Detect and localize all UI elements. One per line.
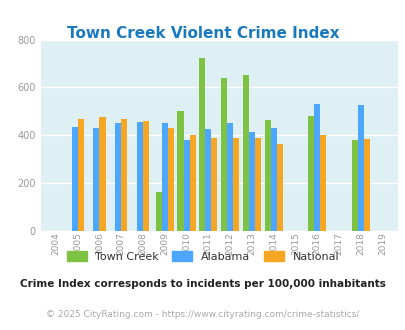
Text: Crime Index corresponds to incidents per 100,000 inhabitants: Crime Index corresponds to incidents per… [20,279,385,289]
Bar [93,128,99,231]
Bar [363,139,369,231]
Text: Town Creek Violent Crime Index: Town Creek Violent Crime Index [66,26,339,41]
Bar [121,118,127,231]
Bar [143,121,149,231]
Bar [205,129,211,231]
Bar [351,140,357,231]
Bar [136,122,143,231]
Bar [199,57,205,231]
Bar [276,144,282,231]
Bar [71,127,77,231]
Bar [232,138,239,231]
Bar [242,76,248,231]
Bar [220,78,226,231]
Bar [167,128,173,231]
Bar [183,140,189,231]
Bar [211,138,217,231]
Legend: Town Creek, Alabama, National: Town Creek, Alabama, National [62,247,343,266]
Bar [357,105,363,231]
Bar [99,117,105,231]
Bar [161,123,167,231]
Bar [77,118,83,231]
Bar [226,123,232,231]
Bar [115,123,121,231]
Bar [313,104,320,231]
Bar [320,135,326,231]
Bar [189,135,195,231]
Bar [248,132,254,231]
Bar [270,128,276,231]
Bar [155,191,161,231]
Text: © 2025 CityRating.com - https://www.cityrating.com/crime-statistics/: © 2025 CityRating.com - https://www.city… [46,310,359,319]
Bar [254,138,260,231]
Bar [307,116,313,231]
Bar [264,120,270,231]
Bar [177,112,183,231]
